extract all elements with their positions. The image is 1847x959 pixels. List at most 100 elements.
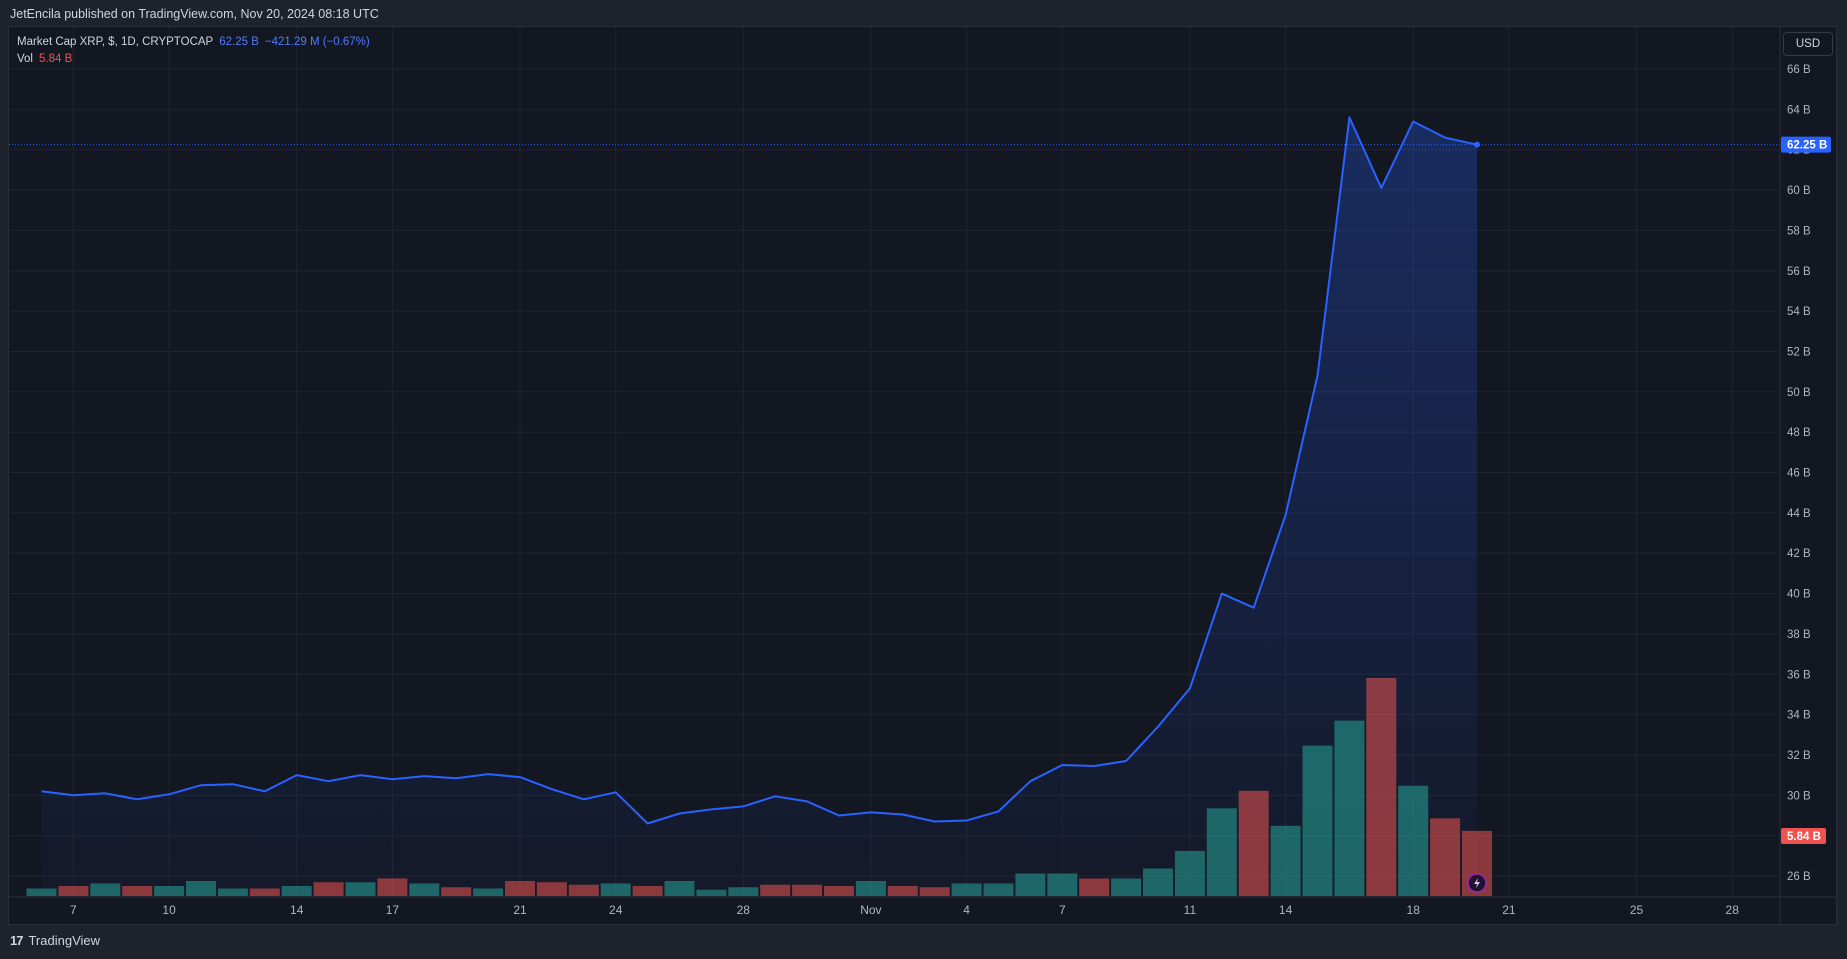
volume-bar[interactable] (855, 880, 886, 896)
volume-bar[interactable] (696, 889, 727, 896)
chart-legend: Market Cap XRP, $, 1D, CRYPTOCAP 62.25 B… (17, 34, 370, 68)
volume-bar[interactable] (58, 885, 89, 896)
y-tick-label: 36 B (1787, 669, 1811, 681)
x-tick-label: 10 (162, 903, 176, 917)
legend-vol-value: 5.84 B (39, 53, 73, 65)
x-tick-label: Nov (860, 903, 881, 917)
y-tick-label: 48 B (1787, 427, 1811, 439)
currency-button[interactable]: USD (1783, 32, 1833, 56)
y-tick-label: 40 B (1787, 589, 1811, 601)
price-line-path[interactable] (41, 116, 1478, 825)
volume-bar[interactable] (887, 885, 918, 896)
price-line (9, 116, 1780, 825)
footer-brand[interactable]: 17 TradingView (10, 933, 100, 948)
volume-bar[interactable] (281, 885, 312, 896)
volume-bar[interactable] (377, 878, 408, 896)
volume-bar[interactable] (568, 884, 599, 896)
volume-bar[interactable] (122, 885, 153, 896)
volume-bar[interactable] (345, 882, 376, 896)
volume-bar[interactable] (600, 883, 631, 896)
volume-bar[interactable] (1430, 818, 1461, 896)
volume-bar[interactable] (824, 885, 854, 896)
last-price-label: 62.25 B (1787, 140, 1827, 152)
x-tick-label: 24 (609, 903, 623, 917)
x-tick-label: 25 (1630, 903, 1644, 917)
legend-last-value: 62.25 B (219, 36, 259, 48)
footer-brand-label: TradingView (28, 933, 101, 948)
volume-bar[interactable] (1111, 878, 1142, 896)
last-volume-badge (1781, 828, 1826, 844)
area-fill-path (41, 117, 1477, 897)
volume-bar[interactable] (26, 888, 57, 896)
volume-bars (26, 678, 1492, 896)
volume-bar[interactable] (951, 883, 982, 896)
y-tick-label: 46 B (1787, 468, 1811, 480)
last-volume-label: 5.84 B (1787, 831, 1821, 843)
y-tick-label: 26 B (1787, 871, 1811, 883)
y-tick-label: 34 B (1787, 710, 1811, 722)
y-tick-label: 38 B (1787, 629, 1811, 641)
y-tick-label: 32 B (1787, 750, 1811, 762)
volume-bar[interactable] (154, 885, 185, 896)
y-tick-label: 60 B (1787, 185, 1811, 197)
volume-bar[interactable] (186, 880, 216, 896)
last-price-dot[interactable] (1474, 141, 1480, 148)
y-tick-label: 66 B (1787, 64, 1811, 76)
volume-bar[interactable] (217, 888, 248, 896)
volume-bar[interactable] (728, 887, 759, 896)
x-tick-label: 17 (386, 903, 400, 917)
legend-change: −421.29 M (−0.67%) (264, 36, 370, 48)
axes: 26 B28 B30 B32 B34 B36 B38 B40 B42 B44 B… (9, 27, 1836, 924)
last-price-badge (1781, 136, 1831, 153)
volume-bar[interactable] (441, 887, 472, 896)
volume-bar[interactable] (409, 883, 440, 896)
volume-bar[interactable] (505, 880, 535, 896)
x-tick-label: 28 (1726, 903, 1740, 917)
x-tick-label: 14 (290, 903, 304, 917)
volume-bar[interactable] (919, 887, 950, 896)
volume-bar[interactable] (1334, 720, 1365, 896)
y-tick-label: 64 B (1787, 104, 1811, 116)
x-tick-label: 21 (513, 903, 527, 917)
volume-bar[interactable] (1238, 790, 1269, 896)
volume-bar[interactable] (1270, 825, 1301, 896)
y-tick-label: 58 B (1787, 225, 1811, 237)
lightning-bolt-glyph (1474, 878, 1480, 888)
x-tick-label: 7 (70, 903, 77, 917)
x-tick-label: 7 (1059, 903, 1066, 917)
publish-header: JetEncila published on TradingView.com, … (10, 7, 379, 21)
volume-bar[interactable] (664, 880, 695, 896)
volume-bar[interactable] (1206, 808, 1237, 896)
volume-bar[interactable] (983, 883, 1014, 896)
volume-bar[interactable] (632, 885, 663, 896)
tradingview-logo-icon: 17 (10, 933, 24, 948)
x-tick-label: 21 (1502, 903, 1516, 917)
y-tick-label: 52 B (1787, 346, 1811, 358)
volume-bar[interactable] (536, 882, 567, 896)
volume-bar[interactable] (90, 883, 121, 896)
volume-bar[interactable] (1302, 745, 1333, 896)
x-tick-label: 11 (1184, 903, 1197, 917)
y-tick-label: 50 B (1787, 387, 1811, 399)
volume-bar[interactable] (1366, 678, 1397, 896)
y-tick-label: 54 B (1787, 306, 1811, 318)
volume-bar[interactable] (792, 884, 823, 896)
legend-vol-label[interactable]: Vol (17, 53, 33, 65)
volume-bar[interactable] (473, 888, 504, 896)
y-tick-label: 30 B (1787, 790, 1811, 802)
legend-symbol[interactable]: Market Cap XRP, $, 1D, CRYPTOCAP (17, 36, 214, 48)
volume-bar[interactable] (313, 882, 344, 896)
y-tick-label: 44 B (1787, 508, 1811, 520)
volume-bar[interactable] (1047, 873, 1078, 896)
volume-bar[interactable] (1015, 873, 1046, 896)
grid-lines (9, 27, 1779, 897)
x-tick-label: 4 (963, 903, 970, 917)
volume-bar[interactable] (1079, 878, 1110, 896)
volume-bar[interactable] (760, 884, 791, 896)
volume-bar[interactable] (1143, 868, 1173, 896)
volume-bar[interactable] (249, 888, 280, 896)
volume-bar[interactable] (1398, 785, 1429, 896)
volume-bar[interactable] (1174, 850, 1205, 896)
chart-frame[interactable] (8, 26, 1837, 925)
